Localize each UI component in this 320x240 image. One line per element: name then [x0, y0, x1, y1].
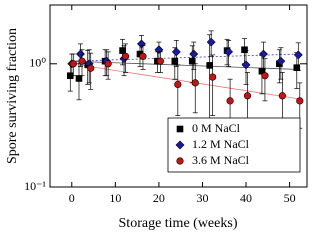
- x-tick-label: 0: [69, 191, 75, 205]
- x-tick-label: 20: [153, 191, 165, 205]
- point: [261, 72, 269, 80]
- legend-marker: [175, 140, 185, 150]
- point: [174, 80, 182, 89]
- point: [241, 46, 248, 54]
- point: [206, 62, 213, 69]
- point: [104, 60, 112, 68]
- legend-label: 0 M NaCl: [192, 121, 241, 135]
- y-axis-title: Spore surviving fraction: [5, 28, 20, 164]
- point: [191, 79, 199, 87]
- point: [241, 60, 251, 70]
- trend-line: [71, 63, 299, 100]
- point: [259, 49, 268, 59]
- x-tick-label: 50: [284, 191, 296, 205]
- point: [296, 97, 304, 105]
- y-tick-label: 10⁰: [29, 56, 46, 70]
- point: [224, 47, 234, 57]
- point: [171, 57, 179, 65]
- x-tick-label: 30: [196, 191, 208, 205]
- point: [87, 64, 95, 72]
- plot-frame: [49, 4, 308, 188]
- x-tick-label: 10: [109, 191, 121, 205]
- legend-marker: [176, 125, 184, 133]
- legend-label: 1.2 M NaCl: [192, 137, 250, 151]
- point: [75, 75, 83, 82]
- point: [156, 57, 164, 65]
- point: [189, 49, 199, 59]
- point: [78, 57, 86, 65]
- point: [76, 49, 85, 59]
- point: [278, 92, 286, 100]
- y-tick-label: 10⁻¹: [24, 179, 46, 193]
- point: [121, 52, 130, 60]
- point: [293, 64, 301, 71]
- point: [171, 47, 181, 57]
- point: [209, 73, 217, 81]
- legend-marker: [176, 157, 184, 165]
- point: [154, 45, 164, 55]
- point: [69, 60, 77, 68]
- point: [293, 50, 303, 60]
- x-tick-label: 40: [240, 191, 252, 205]
- legend-label: 3.6 M NaCl: [192, 153, 250, 167]
- point: [243, 92, 252, 100]
- point: [276, 56, 286, 66]
- point: [137, 39, 146, 49]
- point: [188, 57, 196, 65]
- point: [206, 37, 216, 47]
- point: [139, 52, 147, 60]
- point: [226, 97, 234, 105]
- point: [119, 47, 126, 54]
- x-axis-title: Storage time (weeks): [119, 216, 238, 231]
- legend-box: [167, 117, 301, 173]
